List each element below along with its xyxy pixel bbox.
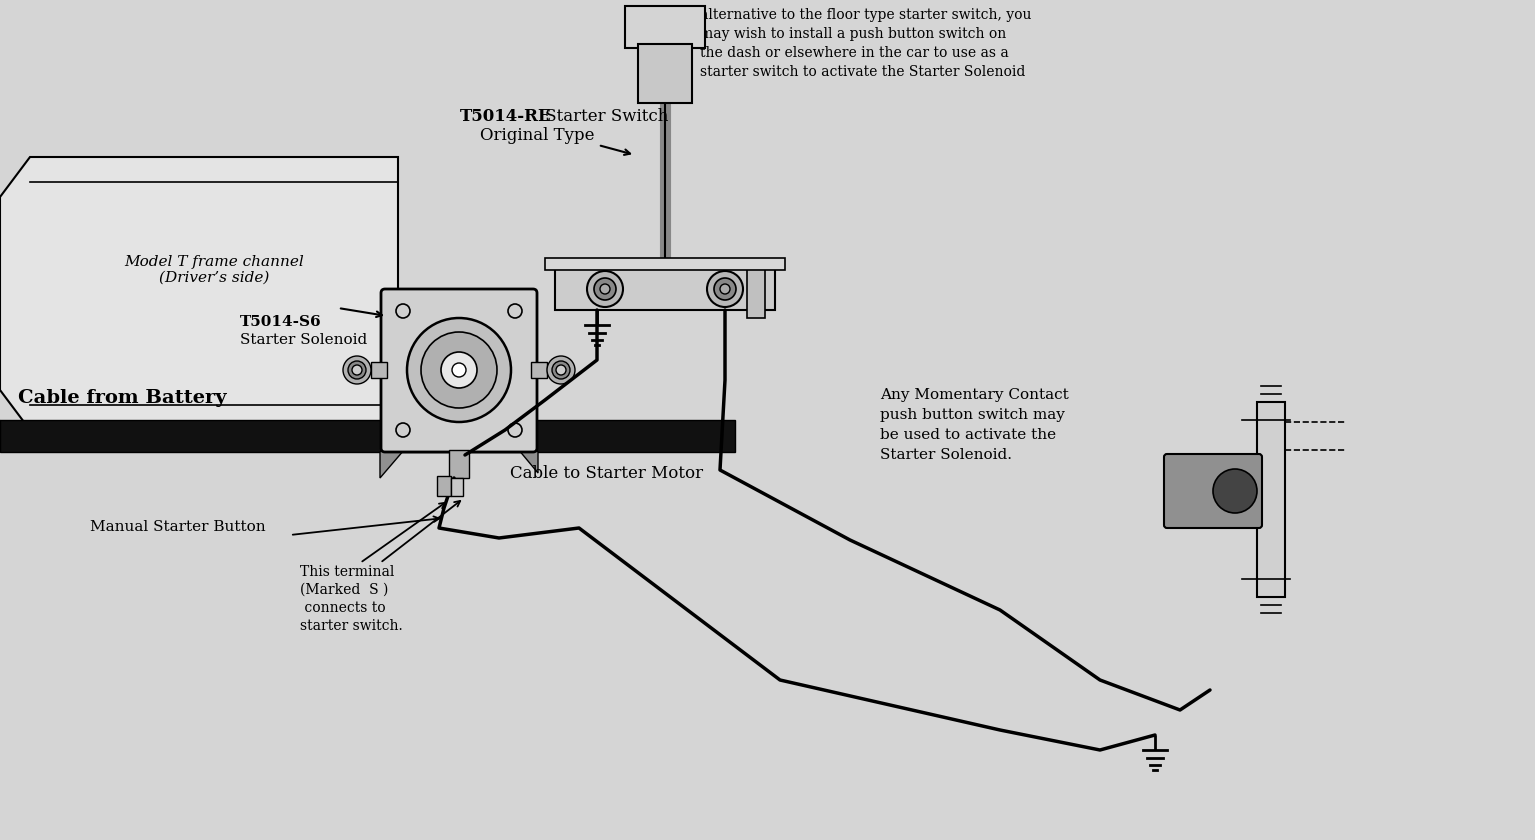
FancyBboxPatch shape (1164, 454, 1262, 528)
Circle shape (508, 304, 522, 318)
Bar (451, 478, 464, 496)
FancyBboxPatch shape (639, 44, 692, 103)
Bar (556, 268, 775, 310)
Circle shape (407, 318, 511, 422)
Circle shape (586, 271, 623, 307)
Bar (545, 258, 784, 270)
Bar (437, 476, 451, 496)
Circle shape (556, 365, 566, 375)
Text: Manual Starter Button: Manual Starter Button (91, 520, 266, 534)
Text: connects to: connects to (299, 601, 385, 615)
Text: T5014-S6: T5014-S6 (239, 315, 322, 329)
Text: be used to activate the: be used to activate the (880, 428, 1056, 442)
Circle shape (720, 284, 731, 294)
Bar (1257, 402, 1285, 597)
Circle shape (553, 361, 569, 379)
Circle shape (396, 304, 410, 318)
Circle shape (508, 423, 522, 437)
Circle shape (451, 363, 467, 377)
Bar (371, 362, 387, 378)
Text: push button switch may: push button switch may (880, 408, 1065, 422)
Text: alternative to the floor type starter switch, you: alternative to the floor type starter sw… (700, 8, 1032, 22)
Text: This terminal: This terminal (299, 565, 394, 579)
Circle shape (342, 356, 371, 384)
Text: Starter Solenoid.: Starter Solenoid. (880, 448, 1012, 462)
Text: T5014-RE: T5014-RE (460, 108, 551, 125)
Circle shape (348, 361, 365, 379)
Text: starter switch.: starter switch. (299, 619, 402, 633)
Text: (Marked  S ): (Marked S ) (299, 583, 388, 597)
Text: may wish to install a push button switch on: may wish to install a push button switch… (700, 27, 1007, 41)
FancyBboxPatch shape (625, 6, 705, 48)
Polygon shape (513, 420, 537, 473)
Text: Cable to Starter Motor: Cable to Starter Motor (510, 465, 703, 482)
Bar (450, 450, 470, 478)
Text: Original Type: Original Type (480, 127, 594, 144)
Text: Any Momentary Contact: Any Momentary Contact (880, 388, 1068, 402)
Bar (748, 260, 764, 318)
Circle shape (594, 278, 616, 300)
Text: starter switch to activate the Starter Solenoid: starter switch to activate the Starter S… (700, 65, 1025, 79)
Text: Starter Switch: Starter Switch (540, 108, 668, 125)
Circle shape (600, 284, 609, 294)
Polygon shape (0, 157, 398, 430)
FancyBboxPatch shape (381, 289, 537, 452)
Circle shape (546, 356, 576, 384)
Bar (531, 362, 546, 378)
Circle shape (1213, 469, 1257, 513)
Text: the dash or elsewhere in the car to use as a: the dash or elsewhere in the car to use … (700, 46, 1008, 60)
Circle shape (714, 278, 735, 300)
Circle shape (396, 423, 410, 437)
Circle shape (441, 352, 477, 388)
FancyBboxPatch shape (0, 420, 735, 452)
Circle shape (352, 365, 362, 375)
Circle shape (708, 271, 743, 307)
Polygon shape (381, 420, 410, 478)
Text: Cable from Battery: Cable from Battery (18, 389, 227, 407)
Text: Model T frame channel
(Driver’s side): Model T frame channel (Driver’s side) (124, 255, 304, 285)
Text: Starter Solenoid: Starter Solenoid (239, 333, 367, 347)
Circle shape (421, 332, 497, 408)
